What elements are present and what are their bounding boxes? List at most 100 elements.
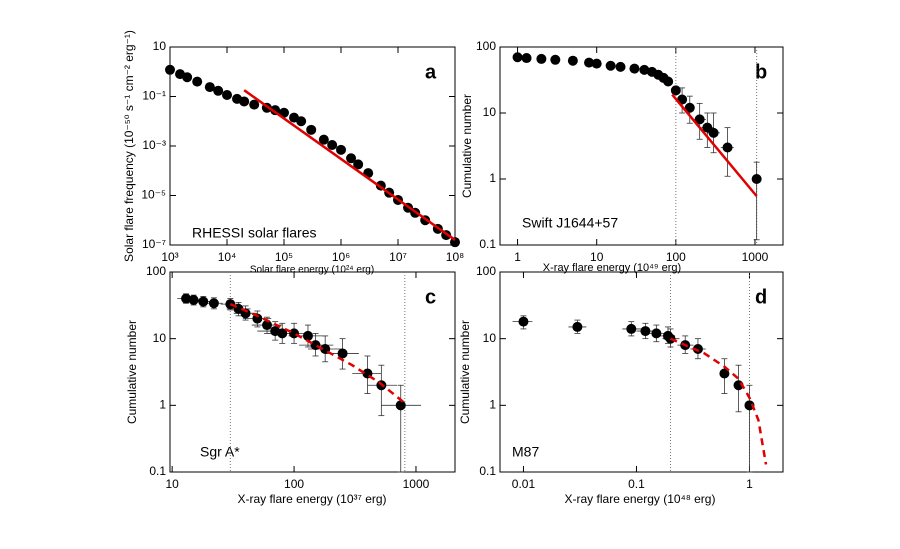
y-tick-label: 10 (153, 331, 167, 345)
data-point (337, 348, 348, 359)
data-point (550, 54, 561, 65)
x-tick-label: 10³ (161, 250, 178, 264)
x-tick-label: 1 (746, 477, 753, 491)
data-point (518, 316, 529, 327)
data-point (306, 124, 317, 135)
data-point (208, 298, 219, 309)
data-point (302, 330, 313, 341)
data-point (262, 320, 273, 331)
plot-frame (169, 271, 456, 473)
y-tick-label: 1 (159, 398, 166, 412)
data-point (708, 127, 719, 138)
data-point (694, 114, 705, 125)
data-point (651, 328, 662, 339)
data-point (165, 64, 175, 75)
fit-line (229, 302, 405, 404)
data-point (663, 76, 674, 87)
plot-frame (499, 46, 784, 246)
y-tick-label: 0.1 (149, 464, 166, 478)
data-point (204, 82, 215, 93)
x-tick-label: 0.1 (628, 477, 645, 491)
data-point (572, 321, 583, 332)
data-point (615, 61, 626, 72)
data-point (289, 328, 300, 339)
data-point (182, 72, 193, 83)
x-axis-label: X-ray flare energy (10⁴⁹ erg) (543, 262, 681, 274)
x-tick-label: 10 (165, 477, 179, 491)
x-tick-label: 100 (284, 477, 304, 491)
annotation: M87 (512, 444, 539, 460)
data-point (719, 368, 730, 379)
data-point (213, 85, 224, 96)
y-axis-label: Cumulative number (460, 94, 474, 198)
x-axis-label: X-ray flare energy (10⁴⁸ erg) (565, 492, 716, 506)
data-point (684, 102, 695, 113)
data-point (310, 340, 321, 351)
data-point (277, 328, 288, 339)
fit-line (671, 93, 758, 197)
data-point (318, 134, 329, 145)
x-tick-label: 100 (666, 250, 686, 264)
y-axis-label: Cumulative number (125, 320, 139, 424)
x-tick-label: 10 (590, 250, 604, 264)
y-tick-label: 10⁻¹ (142, 89, 166, 103)
y-tick-label: 10 (483, 105, 497, 119)
data-point (336, 144, 346, 155)
x-tick-label: 10⁴ (218, 250, 237, 264)
x-tick-label: 1 (514, 250, 521, 264)
annotation: Swift J1644+57 (522, 215, 618, 231)
y-tick-label: 0.1 (479, 237, 496, 251)
y-tick-label: 100 (476, 39, 496, 53)
y-tick-label: 1 (489, 398, 496, 412)
data-point (192, 76, 203, 87)
x-tick-label: 0.01 (512, 477, 536, 491)
x-tick-label: 10⁶ (332, 250, 350, 264)
data-point (198, 296, 209, 307)
y-tick-label: 0.1 (479, 464, 496, 478)
data-point (629, 63, 640, 74)
data-point (692, 343, 703, 354)
data-point (591, 58, 602, 69)
data-point (512, 52, 523, 63)
data-point (751, 174, 762, 184)
data-point (640, 326, 651, 337)
y-tick-label: 10 (483, 331, 497, 345)
y-tick-label: 100 (476, 264, 496, 278)
panel-letter: c (425, 286, 436, 308)
panel-letter: d (755, 286, 767, 308)
y-tick-label: 10⁻³ (142, 138, 166, 152)
data-point (222, 89, 232, 100)
data-point (346, 153, 357, 164)
x-tick-label: 1000 (403, 477, 430, 491)
x-axis-label: Solar flare energy (10²⁴ erg) (250, 265, 374, 276)
data-point (626, 323, 637, 334)
y-axis-label: Solar flare frequency (10⁻⁵⁰ s⁻¹ cm⁻² er… (122, 30, 136, 262)
data-point (639, 64, 650, 75)
annotation: RHESSI solar flares (192, 225, 316, 241)
data-point (567, 55, 578, 66)
y-tick-label: 10 (153, 39, 167, 53)
data-point (744, 400, 755, 411)
data-point (536, 53, 547, 64)
y-axis-label: Cumulative number (458, 320, 472, 424)
fit-line (243, 89, 456, 241)
data-point (188, 295, 199, 306)
data-point (353, 159, 364, 170)
y-tick-label: 10⁻⁷ (142, 237, 166, 251)
y-tick-label: 100 (146, 264, 166, 278)
data-point (181, 293, 192, 304)
data-point (296, 116, 307, 127)
data-point (249, 99, 260, 110)
data-point (605, 60, 616, 71)
x-tick-label: 10⁸ (446, 250, 464, 264)
fit-line (669, 337, 768, 465)
x-tick-label: 10⁷ (389, 250, 407, 264)
annotation: Sgr A* (200, 444, 240, 460)
data-point (521, 53, 532, 64)
data-point (327, 139, 338, 150)
x-axis-label: X-ray flare energy (10³⁷ erg) (237, 492, 386, 506)
y-tick-label: 10⁻⁵ (141, 188, 166, 202)
data-point (395, 400, 406, 411)
